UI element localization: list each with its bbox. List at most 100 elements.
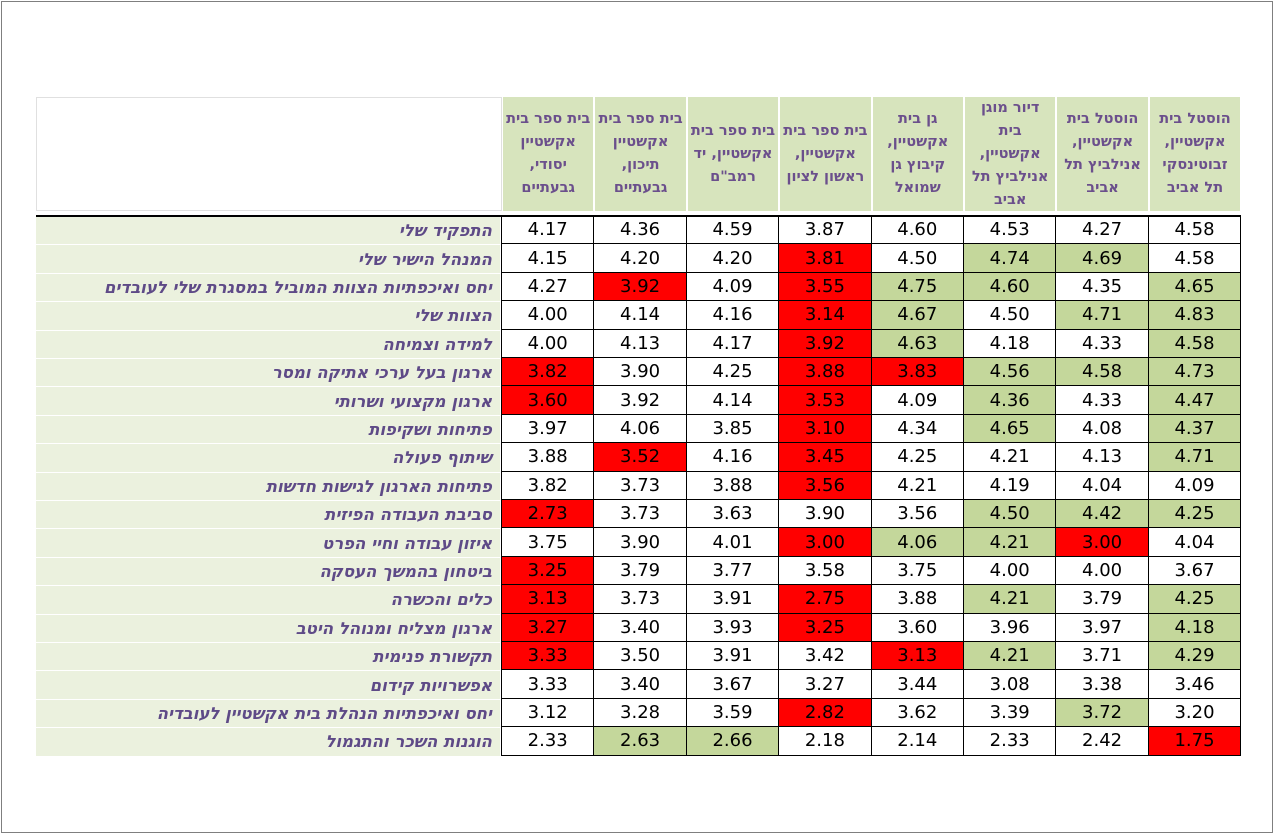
value-cell: 2.73 <box>502 500 595 529</box>
value-cell: 4.71 <box>1056 301 1149 330</box>
value-cell: 4.60 <box>964 272 1057 302</box>
table-corner <box>36 97 502 211</box>
value-cell: 3.90 <box>594 528 687 557</box>
value-cell: 4.25 <box>871 443 964 472</box>
value-cell: 4.20 <box>686 244 780 273</box>
value-cell: 4.18 <box>964 329 1057 358</box>
value-cell: 2.82 <box>779 698 872 728</box>
value-cell: 3.63 <box>686 500 780 529</box>
value-cell: 3.20 <box>1148 698 1242 728</box>
row-label: שיתוף פעולה <box>36 444 500 472</box>
value-cell: 4.65 <box>964 414 1057 444</box>
value-cell: 3.73 <box>594 500 687 529</box>
value-cell: 3.83 <box>871 358 964 387</box>
value-cell: 3.42 <box>779 642 872 671</box>
value-cell: 4.00 <box>502 329 595 358</box>
value-cell: 4.56 <box>964 358 1057 387</box>
value-cell: 3.73 <box>594 471 687 500</box>
value-cell: 3.56 <box>779 471 872 500</box>
row-label: איזון עבודה וחיי הפרט <box>36 529 500 557</box>
value-cell: 4.06 <box>594 414 687 444</box>
row-label: פתיחות הארגון לגישות חדשות <box>36 472 500 500</box>
value-cell: 3.88 <box>871 585 964 614</box>
value-cell: 4.06 <box>871 528 964 557</box>
value-cell: 4.53 <box>964 216 1057 245</box>
value-cell: 4.58 <box>1148 216 1242 245</box>
value-cell: 3.38 <box>1056 670 1149 699</box>
value-cell: 4.83 <box>1148 301 1242 330</box>
value-cell: 3.59 <box>686 698 780 728</box>
value-cell: 3.60 <box>871 613 964 642</box>
column-header-7: בית ספר בית אקשטיין תיכון, גבעתיים <box>595 97 686 211</box>
value-cell: 4.00 <box>502 301 595 330</box>
column-header-8: בית ספר בית אקשטיין יסודי, גבעתיים <box>503 97 594 211</box>
value-cell: 4.17 <box>502 216 595 245</box>
value-cell: 4.01 <box>686 528 780 557</box>
value-cell: 3.08 <box>964 670 1057 699</box>
value-cell: 4.69 <box>1056 244 1149 273</box>
column-header-6: בית ספר בית אקשטיין, יד רמב"ם <box>687 97 779 211</box>
value-cell: 3.96 <box>964 613 1057 642</box>
value-cell: 3.67 <box>686 670 780 699</box>
row-label: פתיחות ושקיפות <box>36 415 500 444</box>
row-label: למידה וצמיחה <box>36 330 500 358</box>
column-header-2: הוסטל בית אקשטיין, אנילביץ תל אביב <box>1057 97 1148 211</box>
row-label: ארגון מצליח ומנוהל היטב <box>36 614 500 642</box>
value-cell: 3.92 <box>594 386 687 415</box>
value-cell: 3.27 <box>502 613 595 642</box>
value-cell: 3.25 <box>779 613 872 642</box>
row-label: תקשורת פנימית <box>36 643 500 671</box>
value-cell: 3.60 <box>502 386 595 415</box>
value-cell: 3.58 <box>779 556 872 586</box>
value-cell: 3.53 <box>779 386 872 415</box>
row-label: כלים והכשרה <box>36 586 500 614</box>
value-cell: 3.12 <box>502 698 595 728</box>
value-cell: 3.88 <box>779 358 872 387</box>
value-cell: 4.21 <box>964 585 1057 614</box>
value-cell: 3.46 <box>1148 670 1242 699</box>
value-cell: 4.36 <box>964 386 1057 415</box>
value-cell: 3.56 <box>871 500 964 529</box>
value-cell: 3.79 <box>594 556 687 586</box>
value-cell: 4.25 <box>1148 500 1242 529</box>
value-cell: 3.91 <box>686 642 780 671</box>
value-cell: 4.18 <box>1148 613 1242 642</box>
value-cell: 3.75 <box>502 528 595 557</box>
value-cell: 3.33 <box>502 642 595 671</box>
value-cell: 4.34 <box>871 414 964 444</box>
value-cell: 4.16 <box>686 301 780 330</box>
value-cell: 4.14 <box>686 386 780 415</box>
value-cell: 2.66 <box>686 727 780 756</box>
value-cell: 4.21 <box>871 471 964 500</box>
row-label: הצוות שלי <box>36 302 500 330</box>
value-cell: 3.10 <box>779 414 872 444</box>
value-cell: 2.18 <box>779 727 872 756</box>
value-cell: 3.13 <box>502 585 595 614</box>
value-cell: 4.65 <box>1148 272 1242 302</box>
value-cell: 3.40 <box>594 613 687 642</box>
value-cell: 3.72 <box>1056 698 1149 728</box>
value-cell: 4.58 <box>1148 244 1242 273</box>
value-cell: 3.77 <box>686 556 780 586</box>
value-cell: 3.00 <box>1056 528 1149 557</box>
value-cell: 4.58 <box>1148 329 1242 358</box>
value-cell: 3.87 <box>779 216 872 245</box>
value-cell: 4.00 <box>1056 556 1149 586</box>
value-cell: 4.71 <box>1148 443 1242 472</box>
value-cell: 4.73 <box>1148 358 1242 387</box>
value-cell: 4.25 <box>1148 585 1242 614</box>
value-cell: 4.00 <box>964 556 1057 586</box>
value-cell: 4.74 <box>964 244 1057 273</box>
value-cell: 4.42 <box>1056 500 1149 529</box>
value-cell: 3.75 <box>871 556 964 586</box>
value-cell: 3.52 <box>594 443 687 472</box>
row-label: המנהל הישיר שלי <box>36 245 500 273</box>
value-cell: 3.44 <box>871 670 964 699</box>
row-label: יחס ואיכפתיות הנהלת בית אקשטיין לעובדיה <box>36 699 500 728</box>
row-label: אפשרויות קידום <box>36 671 500 699</box>
value-cell: 4.59 <box>686 216 780 245</box>
row-label: הוגנות השכר והתגמול <box>36 728 500 756</box>
value-cell: 3.92 <box>779 329 872 358</box>
row-label: יחס ואיכפתיות הצוות המוביל במסגרת שלי לע… <box>36 273 500 302</box>
